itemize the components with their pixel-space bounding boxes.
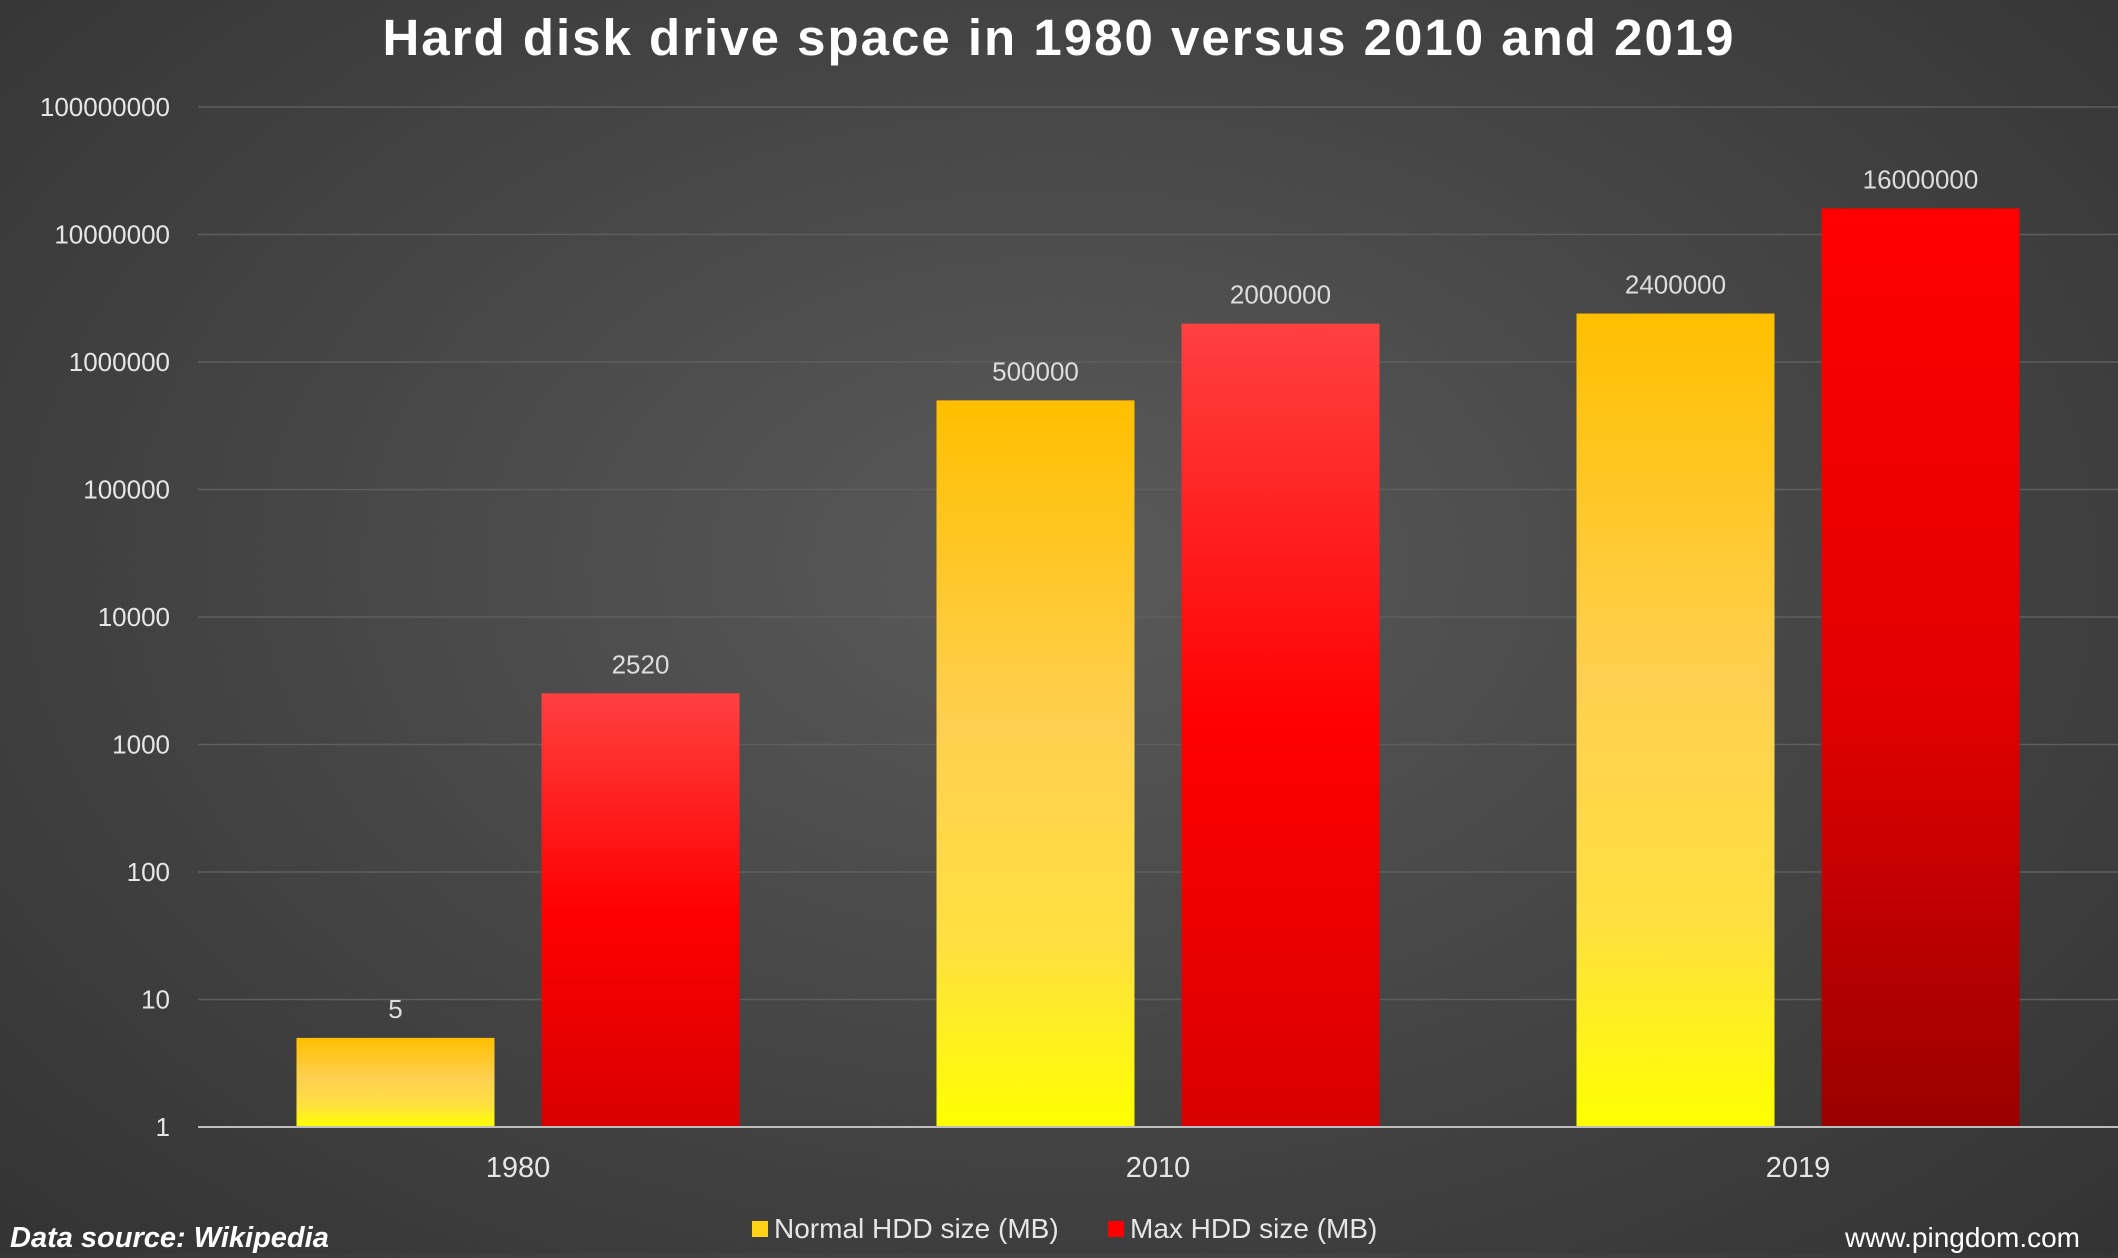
x-tick-label: 2019: [1766, 1152, 1831, 1184]
chart-title: Hard disk drive space in 1980 versus 201…: [382, 9, 1735, 66]
data-labels: 5 2520 500000 2000000 2400000 16000000: [388, 164, 1978, 1023]
y-tick-label: 10: [141, 985, 170, 1015]
website-credit: www.pingdom.com: [1844, 1222, 2080, 1253]
data-label: 2520: [612, 649, 670, 679]
data-label: 500000: [992, 356, 1079, 386]
legend-swatch-normal: [752, 1221, 768, 1237]
y-tick-label: 100: [127, 857, 170, 887]
legend: Normal HDD size (MB) Max HDD size (MB): [752, 1213, 1377, 1244]
y-tick-label: 10000000: [54, 220, 170, 250]
x-tick-label: 2010: [1126, 1152, 1191, 1184]
y-tick-label: 1000000: [69, 347, 170, 377]
bar-normal-2010: [936, 400, 1135, 1127]
legend-label-max: Max HDD size (MB): [1130, 1213, 1377, 1244]
y-tick-label: 10000: [98, 602, 170, 632]
y-axis-tick-labels: 1 10 100 1000 10000 100000 1000000 10000000 1000…: [40, 92, 170, 1142]
legend-swatch-max: [1108, 1221, 1124, 1237]
x-axis-tick-labels: 1980 2010 2019: [486, 1152, 1831, 1184]
bars: [296, 208, 2020, 1128]
data-label: 16000000: [1863, 164, 1979, 194]
y-tick-label: 1: [156, 1112, 170, 1142]
bar-max-2010: [1181, 323, 1380, 1128]
data-label: 5: [388, 994, 402, 1024]
x-tick-label: 1980: [486, 1152, 551, 1184]
data-label: 2400000: [1625, 270, 1726, 300]
bar-normal-2019: [1576, 313, 1775, 1127]
data-source-note: Data source: Wikipedia: [10, 1222, 329, 1253]
bar-max-1980: [541, 693, 740, 1127]
y-tick-label: 100000000: [40, 92, 170, 122]
legend-label-normal: Normal HDD size (MB): [774, 1213, 1059, 1244]
y-tick-label: 100000: [83, 475, 170, 505]
y-tick-label: 1000: [112, 730, 170, 760]
bar-max-2019: [1821, 208, 2020, 1127]
data-label: 2000000: [1230, 280, 1331, 310]
bar-normal-1980: [296, 1037, 495, 1127]
gridlines: [198, 106, 2118, 1001]
